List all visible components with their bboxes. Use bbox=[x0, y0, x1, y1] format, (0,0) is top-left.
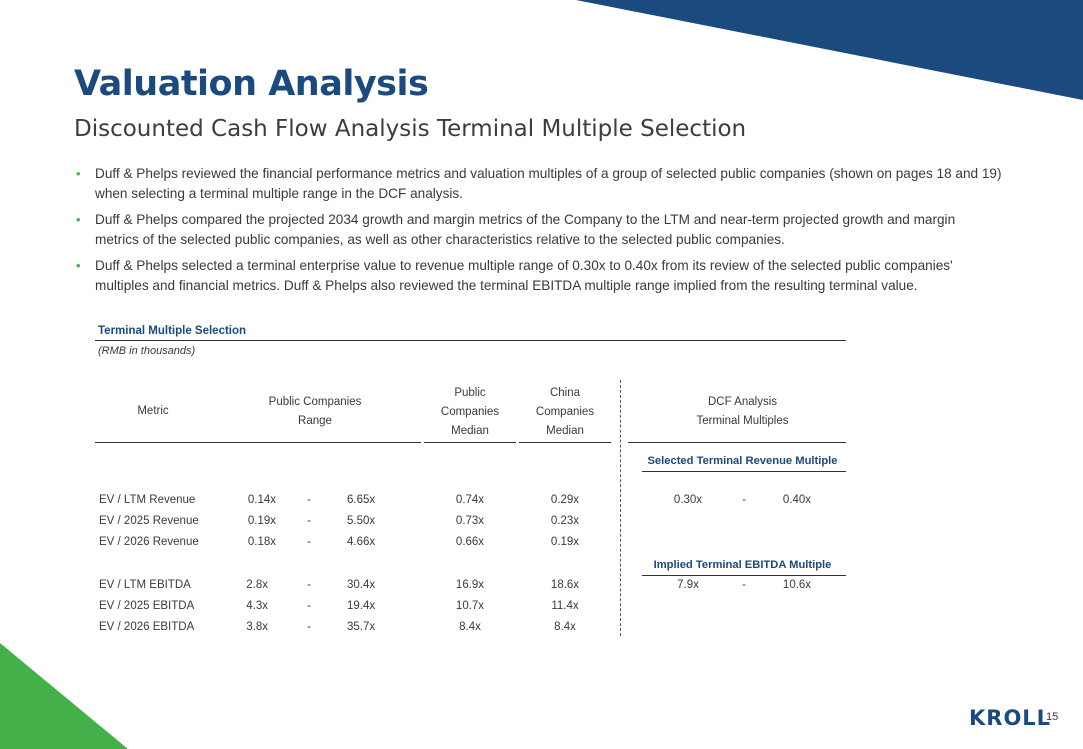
range-high-cell: 30.4x bbox=[347, 579, 376, 591]
range-high-cell: 35.7x bbox=[347, 621, 376, 633]
header-rule-china bbox=[519, 442, 611, 443]
table-units: (RMB in thousands) bbox=[98, 345, 196, 357]
bullet-dot-icon: • bbox=[76, 166, 81, 181]
revenue-multiple-high: 0.40x bbox=[782, 494, 812, 506]
public-median-cell: 0.66x bbox=[455, 536, 485, 548]
revenue-multiple-rule bbox=[642, 471, 846, 472]
range-sep-cell: - bbox=[307, 621, 311, 633]
range-low-cell: 0.19x bbox=[247, 515, 276, 527]
metric-cell: EV / LTM Revenue bbox=[99, 494, 196, 506]
range-sep-cell: - bbox=[307, 579, 311, 591]
bullet-item: • Duff & Phelps reviewed the financial pe… bbox=[76, 164, 1002, 203]
bullet-dot-icon: • bbox=[76, 212, 81, 227]
china-median-cell: 0.23x bbox=[550, 515, 580, 527]
china-median-cell: 18.6x bbox=[550, 579, 580, 591]
table-title-rule bbox=[95, 340, 846, 341]
navy-corner-band bbox=[576, 0, 1083, 100]
header-rule-dcf bbox=[628, 442, 846, 443]
bullet-item: • Duff & Phelps selected a terminal enter… bbox=[76, 256, 1002, 295]
public-median-cell: 8.4x bbox=[459, 621, 481, 633]
china-median-cell: 11.4x bbox=[551, 600, 579, 612]
range-high-cell: 5.50x bbox=[347, 515, 376, 527]
column-divider bbox=[620, 380, 621, 636]
range-sep-cell: - bbox=[307, 494, 311, 506]
public-median-cell: 0.73x bbox=[455, 515, 485, 527]
china-median-cell: 8.4x bbox=[554, 621, 576, 633]
range-high-cell: 6.65x bbox=[347, 494, 376, 506]
bullet-text: Duff & Phelps reviewed the financial per… bbox=[95, 166, 1002, 201]
header-dcf: DCF Analysis Terminal Multiples bbox=[696, 396, 789, 427]
header-rule-public bbox=[424, 442, 516, 443]
revenue-multiple-low: 0.30x bbox=[673, 494, 703, 506]
range-sep-cell: - bbox=[307, 600, 311, 612]
range-sep-cell: - bbox=[307, 536, 311, 548]
public-median-cell: 16.9x bbox=[455, 579, 485, 591]
range-high-cell: 4.66x bbox=[347, 536, 376, 548]
bullet-dot-icon: • bbox=[76, 258, 81, 273]
header-china-median: China Companies Median bbox=[535, 387, 595, 437]
ebitda-multiple-high: 10.6x bbox=[782, 579, 812, 591]
metric-cell: EV / 2026 EBITDA bbox=[99, 621, 195, 633]
bullet-text: Duff & Phelps compared the projected 203… bbox=[95, 212, 956, 247]
range-high-cell: 19.4x bbox=[347, 600, 376, 612]
range-sep-cell: - bbox=[307, 515, 311, 527]
kroll-logo: KROLL bbox=[969, 706, 1052, 730]
bullet-text: Duff & Phelps selected a terminal enterp… bbox=[95, 258, 953, 293]
china-median-cell: 0.29x bbox=[550, 494, 580, 506]
header-public-range: Public Companies Range bbox=[268, 396, 362, 427]
header-metric: Metric bbox=[137, 405, 169, 417]
range-low-cell: 2.8x bbox=[246, 579, 268, 591]
public-median-cell: 0.74x bbox=[455, 494, 485, 506]
revenue-multiple-heading: Selected Terminal Revenue Multiple bbox=[647, 455, 838, 467]
metric-cell: EV / 2025 EBITDA bbox=[99, 600, 195, 612]
bullet-item: • Duff & Phelps compared the projected 20… bbox=[76, 210, 1002, 249]
range-low-cell: 4.3x bbox=[246, 600, 268, 612]
metric-cell: EV / 2025 Revenue bbox=[99, 515, 199, 527]
ebitda-multiple-low: 7.9x bbox=[677, 579, 699, 591]
range-low-cell: 3.8x bbox=[246, 621, 268, 633]
china-median-cell: 0.19x bbox=[550, 536, 580, 548]
bullet-list: • Duff & Phelps reviewed the financial pe… bbox=[76, 164, 1002, 302]
ebitda-multiple-heading: Implied Terminal EBITDA Multiple bbox=[653, 559, 832, 571]
revenue-multiple-sep: - bbox=[742, 494, 746, 506]
ebitda-multiple-rule bbox=[642, 575, 846, 576]
public-median-cell: 10.7x bbox=[455, 600, 485, 612]
range-low-cell: 0.14x bbox=[247, 494, 276, 506]
header-public-median: Public Companies Median bbox=[440, 387, 500, 437]
ebitda-multiple-sep: - bbox=[742, 579, 746, 591]
table-title: Terminal Multiple Selection bbox=[98, 325, 247, 337]
header-rule-left bbox=[95, 442, 421, 443]
green-corner-triangle bbox=[0, 643, 128, 749]
page-title: Valuation Analysis bbox=[74, 64, 429, 104]
metric-cell: EV / 2026 Revenue bbox=[99, 536, 199, 548]
page-number: 15 bbox=[1046, 711, 1059, 723]
range-low-cell: 0.18x bbox=[247, 536, 276, 548]
metric-cell: EV / LTM EBITDA bbox=[99, 579, 191, 591]
page-subtitle: Discounted Cash Flow Analysis Terminal M… bbox=[74, 116, 747, 142]
